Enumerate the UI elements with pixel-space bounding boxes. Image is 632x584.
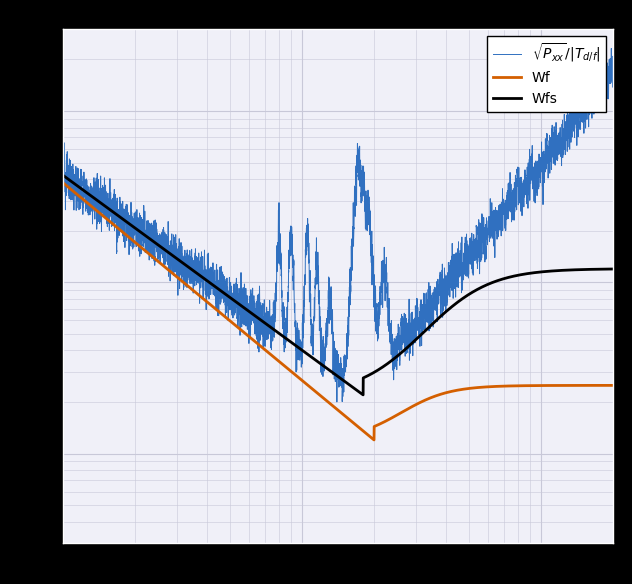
Wf [370, 436, 378, 443]
Wf [88, 203, 95, 210]
$\sqrt{P_{xx}}/|T_{d/f}|$ [475, 227, 482, 234]
Wfs [59, 172, 67, 179]
Wf [262, 347, 270, 354]
Line: $\sqrt{P_{xx}}/|T_{d/f}|$: $\sqrt{P_{xx}}/|T_{d/f}|$ [63, 43, 623, 402]
$\sqrt{P_{xx}}/|T_{d/f}|$ [391, 352, 398, 359]
Wf [59, 179, 67, 186]
$\sqrt{P_{xx}}/|T_{d/f}|$ [619, 39, 627, 46]
Wfs [504, 274, 512, 281]
Wfs [391, 355, 398, 362]
Wfs [619, 265, 627, 272]
Legend: $\sqrt{P_{xx}}/|T_{d/f}|$, Wf, Wfs: $\sqrt{P_{xx}}/|T_{d/f}|$, Wf, Wfs [487, 36, 606, 112]
Wfs [262, 320, 270, 327]
$\sqrt{P_{xx}}/|T_{d/f}|$ [415, 331, 423, 338]
$\sqrt{P_{xx}}/|T_{d/f}|$ [615, 39, 623, 46]
Line: Wf: Wf [63, 183, 623, 440]
Wfs [475, 286, 482, 293]
Wf [475, 384, 482, 391]
Wf [415, 399, 423, 406]
Wf [504, 383, 512, 390]
Wf [619, 382, 627, 389]
$\sqrt{P_{xx}}/|T_{d/f}|$ [262, 317, 270, 324]
$\sqrt{P_{xx}}/|T_{d/f}|$ [88, 207, 95, 214]
Wfs [88, 193, 95, 200]
Line: Wfs: Wfs [63, 175, 623, 395]
$\sqrt{P_{xx}}/|T_{d/f}|$ [333, 398, 341, 405]
Wfs [360, 391, 367, 398]
$\sqrt{P_{xx}}/|T_{d/f}|$ [59, 179, 67, 186]
Wfs [415, 333, 423, 340]
Wf [391, 413, 398, 420]
$\sqrt{P_{xx}}/|T_{d/f}|$ [504, 194, 512, 201]
